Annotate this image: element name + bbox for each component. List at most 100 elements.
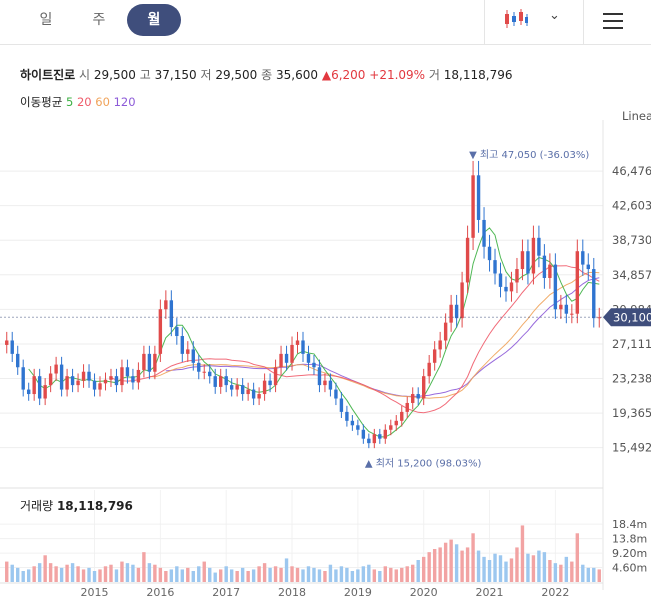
volume-bar xyxy=(262,563,267,582)
candle-body xyxy=(356,425,360,430)
candle-body xyxy=(70,376,75,386)
candlestick-chart-icon[interactable] xyxy=(503,8,529,30)
volume-bar xyxy=(251,569,256,582)
candle-body xyxy=(164,300,168,310)
candle-body xyxy=(493,260,497,274)
volume-bar xyxy=(592,567,596,582)
candle-body xyxy=(537,237,541,256)
candle-body xyxy=(526,251,530,274)
volume-bar xyxy=(10,564,14,582)
volume-bar xyxy=(235,571,239,582)
volume-bar xyxy=(323,571,327,582)
candle-body xyxy=(509,282,514,292)
tab-daily[interactable]: 일 xyxy=(39,12,53,28)
volume-bar xyxy=(21,571,25,582)
candle-body xyxy=(59,364,64,390)
volume-bar xyxy=(575,533,580,582)
volume-bar xyxy=(219,569,223,582)
candle-body xyxy=(43,385,47,399)
candle-body xyxy=(476,175,481,220)
candle-body xyxy=(240,385,245,395)
candle-body xyxy=(334,389,338,399)
tab-monthly[interactable]: 월 xyxy=(127,4,181,36)
volume-bar xyxy=(70,563,75,582)
price-tick-label: 23,238 xyxy=(612,372,651,386)
volume-bar xyxy=(306,566,311,582)
candle-body xyxy=(229,385,234,390)
candle-body xyxy=(389,425,393,430)
ma-20-label[interactable]: 20 xyxy=(76,95,92,109)
candle-body xyxy=(421,376,426,399)
volume-bar xyxy=(548,560,552,582)
year-label: 2018 xyxy=(278,586,306,599)
ma-60-label[interactable]: 60 xyxy=(95,95,110,109)
volume-bar xyxy=(125,563,130,582)
volume-bar xyxy=(81,569,86,582)
year-label: 2017 xyxy=(212,586,240,599)
volume-bar xyxy=(372,569,377,582)
volume-bar xyxy=(114,569,119,582)
candle-body xyxy=(48,373,53,386)
candle-body xyxy=(405,402,409,412)
candle-body xyxy=(10,340,14,354)
candle-body xyxy=(427,362,431,377)
candle-body xyxy=(449,304,453,323)
open-label: 시 xyxy=(79,68,91,82)
volume-bar xyxy=(411,564,415,582)
volume-bar xyxy=(284,558,289,582)
candle-body xyxy=(81,371,86,381)
volume-bar xyxy=(153,564,157,582)
tab-weekly[interactable]: 주 xyxy=(92,12,106,28)
price-tick-label: 19,365 xyxy=(612,406,651,420)
volume-bar xyxy=(147,563,152,582)
candle-body xyxy=(180,336,185,354)
volume-bar xyxy=(559,564,563,582)
chevron-down-icon[interactable]: ⌄ xyxy=(549,8,560,23)
candle-body xyxy=(54,364,58,374)
volume-tick-label: 18.4m xyxy=(612,518,647,531)
candle-body xyxy=(586,264,590,270)
candle-body xyxy=(542,255,547,278)
volume-bar xyxy=(202,561,206,582)
volume-bar xyxy=(54,566,58,582)
volume-bar xyxy=(246,571,250,582)
ma-120-label[interactable]: 120 xyxy=(113,95,136,109)
ma-5-label[interactable]: 5 xyxy=(65,95,74,109)
candle-body xyxy=(553,264,558,310)
volume-bar xyxy=(476,550,481,582)
volume-bar xyxy=(515,547,519,582)
candle-body xyxy=(372,434,377,444)
volume-bar xyxy=(197,566,201,582)
volume-bar xyxy=(317,569,322,582)
volume-bar xyxy=(520,525,525,582)
candle-body xyxy=(131,376,135,383)
volume-bar xyxy=(383,566,387,582)
candle-body xyxy=(16,353,20,368)
year-label: 2016 xyxy=(146,586,174,599)
price-tick-label: 38,730 xyxy=(612,233,651,247)
candle-body xyxy=(400,411,404,421)
volume-bar xyxy=(350,571,355,582)
candle-body xyxy=(520,251,525,270)
volume-bar xyxy=(158,567,163,582)
volume-bar xyxy=(268,567,272,582)
candle-body xyxy=(432,349,437,363)
menu-icon[interactable] xyxy=(603,13,623,34)
candle-body xyxy=(213,376,217,387)
candle-body xyxy=(235,385,239,390)
candle-body xyxy=(224,376,228,386)
candle-body xyxy=(345,411,349,421)
volume-bar xyxy=(345,567,349,582)
candle-body xyxy=(592,269,596,319)
volume-bar xyxy=(142,552,146,582)
volume-bar xyxy=(164,571,168,582)
volume-bar xyxy=(454,544,459,582)
candle-body xyxy=(570,313,574,315)
volume-bar xyxy=(273,566,278,582)
change-arrow-icon: ▲ xyxy=(321,68,332,82)
volume-bar xyxy=(32,566,36,582)
volume-bar xyxy=(339,566,344,582)
volume-value: 18,118,796 xyxy=(443,68,513,82)
candle-body xyxy=(339,398,344,412)
